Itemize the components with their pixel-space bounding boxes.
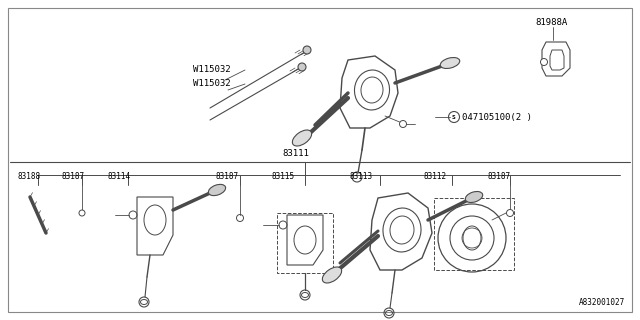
Text: 81988A: 81988A: [535, 18, 567, 27]
Ellipse shape: [465, 191, 483, 203]
Text: 83113: 83113: [350, 172, 373, 181]
Text: S: S: [452, 115, 456, 119]
Circle shape: [303, 46, 311, 54]
Ellipse shape: [292, 130, 312, 146]
Circle shape: [79, 210, 85, 216]
Bar: [434, 198, 514, 270]
Circle shape: [541, 59, 547, 66]
Text: 83114: 83114: [108, 172, 131, 181]
Ellipse shape: [440, 58, 460, 68]
Circle shape: [298, 63, 306, 71]
Circle shape: [399, 121, 406, 127]
Polygon shape: [137, 197, 173, 255]
Polygon shape: [340, 56, 398, 128]
Text: W115032: W115032: [193, 79, 230, 88]
Polygon shape: [370, 193, 432, 270]
Text: A832001027: A832001027: [579, 298, 625, 307]
Text: 83188: 83188: [18, 172, 41, 181]
Text: 83111: 83111: [283, 149, 309, 158]
Polygon shape: [550, 50, 564, 70]
Circle shape: [506, 210, 513, 217]
Polygon shape: [542, 42, 570, 76]
Text: 83187: 83187: [62, 172, 85, 181]
Bar: [277, 213, 333, 273]
Ellipse shape: [323, 267, 342, 283]
Text: 83187: 83187: [488, 172, 511, 181]
Ellipse shape: [209, 184, 226, 196]
Text: 047105100(2 ): 047105100(2 ): [462, 113, 532, 122]
Polygon shape: [287, 215, 323, 265]
Text: W115032: W115032: [193, 65, 230, 74]
Text: 83112: 83112: [424, 172, 447, 181]
Text: 83115: 83115: [271, 172, 294, 181]
Text: 83187: 83187: [216, 172, 239, 181]
